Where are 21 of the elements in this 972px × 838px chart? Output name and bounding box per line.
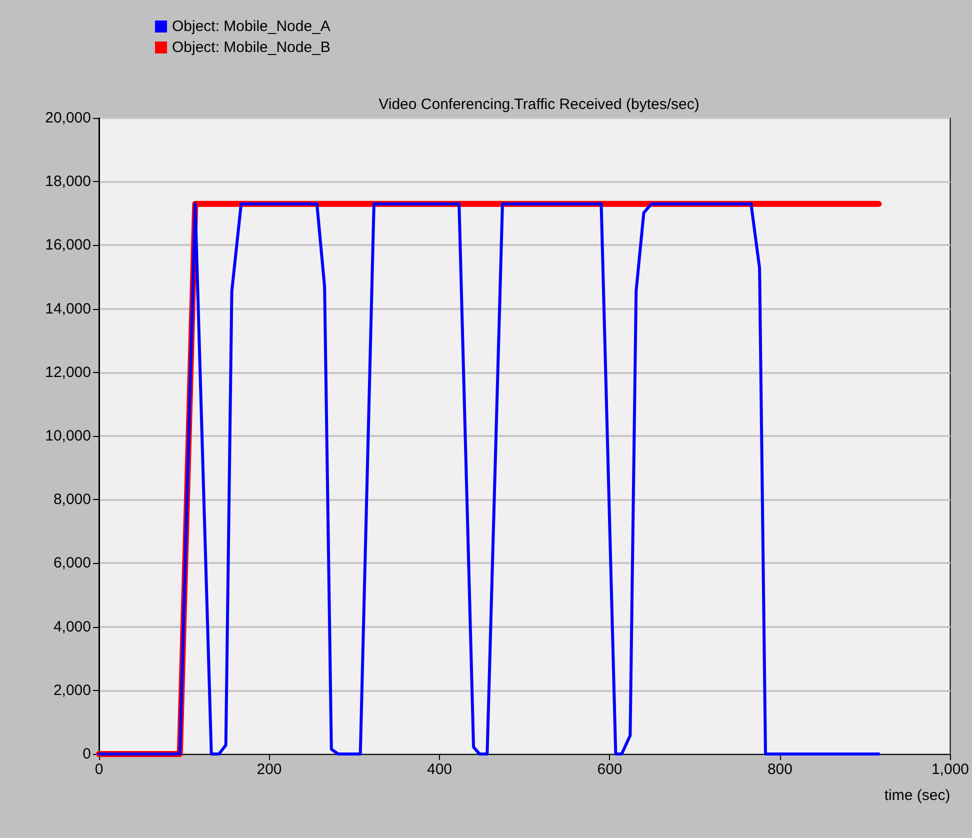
legend-label: Object: Mobile_Node_B	[172, 39, 330, 56]
y-tick-label: 16,000	[45, 236, 91, 254]
y-tick-label: 14,000	[45, 300, 91, 318]
y-tick-label: 12,000	[45, 364, 91, 381]
y-tick-label: 4,000	[53, 618, 91, 636]
y-tick-label: 10,000	[45, 428, 91, 444]
y-tick-label: 8,000	[53, 491, 91, 508]
x-tick-label: 1,000	[931, 761, 970, 778]
y-tick-label: 20,000	[45, 110, 91, 126]
x-tick-label: 600	[597, 761, 622, 778]
legend-label: Object: Mobile_Node_A	[172, 18, 330, 35]
y-tick-label: 6,000	[53, 554, 91, 572]
x-tick-label: 200	[256, 761, 282, 778]
y-tick-label: 2,000	[53, 682, 91, 699]
y-tick-label: 0	[82, 746, 91, 762]
x-tick-label: 0	[94, 761, 104, 778]
chart-title: Video Conferencing.Traffic Received (bytes/sec)	[378, 96, 700, 113]
x-axis-title: time (sec)	[884, 787, 950, 804]
x-tick-label: 400	[426, 761, 452, 778]
x-tick-label: 800	[767, 761, 792, 778]
y-tick-label: 18,000	[45, 173, 91, 190]
